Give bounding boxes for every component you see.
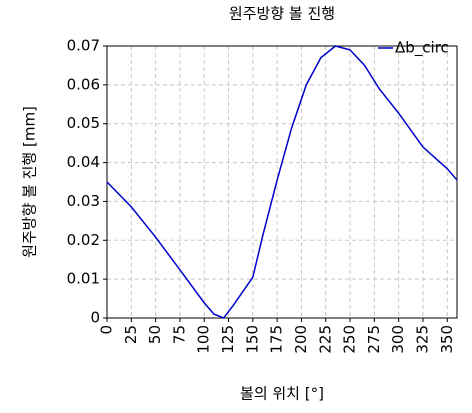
y-tick-label: 0.07 (67, 37, 100, 55)
x-tick-label: 75 (170, 325, 188, 344)
x-tick-label: 50 (146, 325, 164, 344)
y-tick-label: 0.04 (67, 153, 100, 171)
x-tick-label: 100 (195, 325, 213, 354)
x-tick-label: 0 (98, 325, 116, 335)
y-tick-label: 0.05 (67, 114, 100, 132)
x-tick-label: 25 (122, 325, 140, 344)
x-tick-label: 325 (413, 325, 431, 354)
y-tick-label: 0 (90, 309, 100, 327)
x-tick-label: 125 (219, 325, 237, 354)
x-tick-label: 175 (268, 325, 286, 354)
y-tick-label: 0.02 (67, 231, 100, 249)
y-tick-label: 0.06 (67, 75, 100, 93)
x-tick-label: 225 (316, 325, 334, 354)
legend-label: Δb_circ (395, 39, 449, 58)
x-tick-label: 150 (243, 325, 261, 354)
data-line (106, 45, 458, 319)
x-tick-label: 250 (341, 325, 359, 354)
x-axis-label: 볼의 위치 [°] (240, 385, 324, 403)
x-tick-label: 275 (365, 325, 383, 354)
y-tick-label: 0.03 (67, 192, 100, 210)
y-axis-label: 원주방향 볼 진행 [mm] (21, 106, 39, 258)
x-tick-label: 350 (438, 325, 456, 354)
x-tick-label: 200 (292, 325, 310, 354)
y-tick-label: 0.01 (67, 270, 100, 288)
x-tick-label: 300 (389, 325, 407, 354)
plot-frame (106, 45, 458, 319)
chart-title: 원주방향 볼 진행 (229, 5, 335, 23)
